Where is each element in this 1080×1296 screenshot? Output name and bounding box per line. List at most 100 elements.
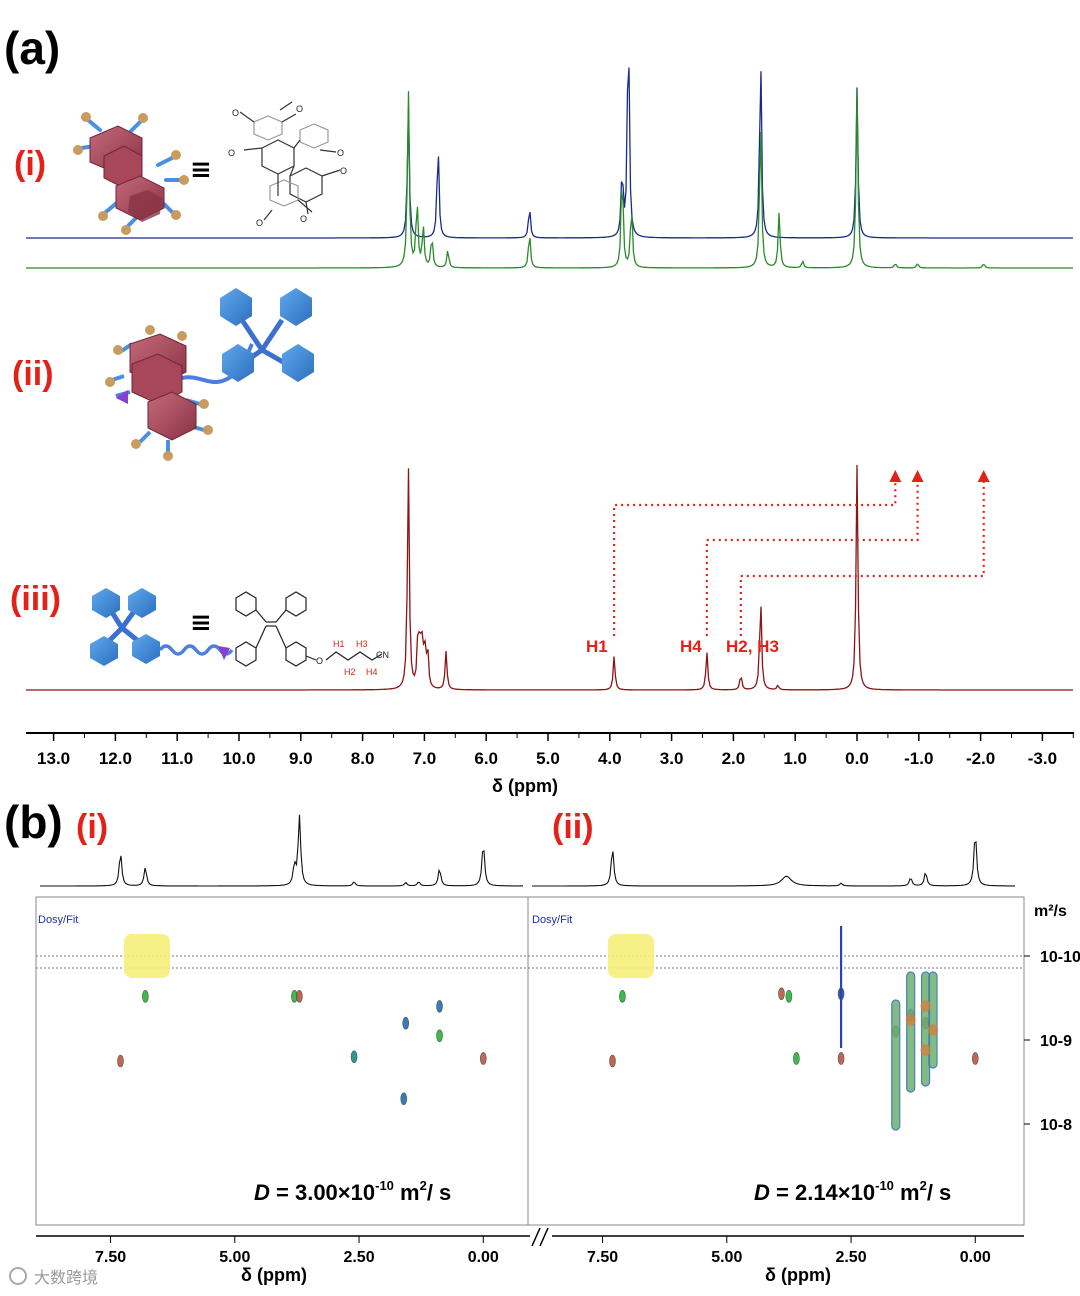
dosy-contour-core (920, 1044, 931, 1056)
dosy-contour-core (928, 1024, 939, 1036)
pillararene-structure (239, 101, 341, 221)
dosy-frame-ii (527, 896, 1025, 1226)
dosy-contour-point (837, 1052, 845, 1065)
shift-arrow-line (705, 480, 919, 636)
y-tick-1e-10: 10-10 (1040, 949, 1080, 966)
dosy-contour-core (905, 1014, 916, 1026)
proton-label-h1: H1 (586, 637, 608, 656)
spectrum-trace (26, 67, 1073, 239)
dosy-broad-contour (906, 971, 916, 1093)
trace-label-iii: (iii) (10, 580, 61, 618)
shift-arrow-head (911, 470, 924, 482)
tpe-structure (235, 591, 383, 667)
projection-trace (532, 840, 1015, 887)
shift-arrow-head (977, 470, 990, 482)
dosy-contour-point (793, 1052, 800, 1065)
dosy-label-ii: (ii) (552, 808, 594, 846)
mol-h1-label: H1 (333, 639, 345, 649)
mol-h4-label: H4 (366, 667, 378, 677)
dosy-x-tick-label: 7.50 (587, 1249, 618, 1266)
spectrum-trace (26, 464, 1073, 691)
dosy-x-tick-label: 2.50 (343, 1249, 374, 1266)
equiv-symbol-i: ≡ (190, 155, 212, 185)
shift-annotations (613, 470, 990, 636)
dosy-contour-point (436, 1029, 443, 1043)
x-tick-label: -3.0 (1028, 749, 1057, 768)
x-tick-label: 5.0 (536, 749, 560, 768)
dosy-contour-point (117, 1054, 124, 1068)
x-tick-label: 12.0 (99, 749, 132, 768)
spectrum-trace (26, 88, 1073, 269)
panel-b-label: (b) (4, 796, 63, 848)
x-tick-label: 0.0 (845, 749, 869, 768)
dosy-x-title-i: δ (ppm) (241, 1265, 307, 1285)
dosy-x-title-ii: δ (ppm) (765, 1265, 831, 1285)
x-tick-label: 11.0 (161, 749, 193, 768)
panel-a-label: (a) (4, 22, 60, 74)
highlight-box-ii (608, 934, 654, 978)
methoxy-label: O (232, 108, 239, 118)
dosy-contour-core (920, 1000, 931, 1012)
dosy-contour-point (142, 990, 149, 1003)
shift-arrow-line (613, 480, 897, 636)
methoxy-label: O (296, 104, 303, 114)
x-tick-label: 7.0 (413, 749, 437, 768)
spectrum-ii (26, 88, 1073, 269)
x-tick-label: -1.0 (904, 749, 933, 768)
methoxy-label: O (340, 166, 347, 176)
spectrum-i (26, 67, 1073, 239)
shift-arrow-line (739, 480, 985, 636)
x-tick-label: 2.0 (722, 749, 746, 768)
dosy-contour-point (479, 1052, 487, 1065)
diffusion-label-ii: D = 2.14×10-10 m2/ s (754, 1178, 951, 1205)
x-tick-label: 4.0 (598, 749, 622, 768)
host-cartoon-i (73, 112, 189, 235)
watermark-logo-icon (9, 1267, 27, 1285)
dosy-contour-point (400, 1092, 408, 1106)
dosy-contour-point (402, 1016, 410, 1030)
dosy-frame-i (35, 896, 529, 1226)
trace-label-i: (i) (14, 145, 46, 183)
projection-spectrum-ii (532, 840, 1015, 887)
dosy-title-i: Dosy/Fit (38, 914, 78, 926)
methoxy-label: O (337, 148, 344, 158)
shift-arrow-head (889, 470, 902, 482)
projection-trace (40, 814, 523, 887)
dosy-contour-point (778, 987, 785, 1001)
dosy-contour-point (296, 990, 303, 1003)
reference-lines (36, 955, 1024, 969)
dosy-contours-ii (609, 926, 979, 1131)
x-axis-title: δ (ppm) (492, 776, 558, 796)
dosy-contour-point (785, 990, 793, 1003)
x-axis-ticks: 13.0 12.0 11.0 10.0 9.0 8.0 7.0 6.0 5.0 4.0 3.0 2.0… (37, 733, 1074, 768)
dosy-x-tick-label: 7.50 (95, 1249, 126, 1266)
nitrile-label: CN (376, 650, 389, 660)
highlight-box-i (124, 934, 170, 978)
methoxy-label: O (300, 214, 307, 224)
x-tick-label: -2.0 (966, 749, 995, 768)
dosy-contours-i (117, 990, 487, 1106)
mol-h3-label: H3 (356, 639, 368, 649)
x-tick-label: 10.0 (222, 749, 255, 768)
dosy-contour-point (436, 1000, 443, 1013)
x-tick-label: 8.0 (351, 749, 375, 768)
pillararene-substituents: O O O O O O O (228, 104, 347, 228)
dosy-contour-point (619, 990, 626, 1003)
dosy-x-tick-label: 0.00 (960, 1249, 991, 1266)
x-tick-label: 3.0 (660, 749, 684, 768)
dosy-contour-point (971, 1052, 979, 1065)
diffusion-label-i: D = 3.00×10-10 m2/ s (254, 1178, 451, 1205)
dosy-broad-contour (891, 999, 901, 1131)
equiv-symbol-iii: ≡ (190, 608, 212, 638)
dosy-x-tick-label: 5.00 (711, 1249, 742, 1266)
y-tick-1e-8: 10-8 (1040, 1117, 1072, 1134)
proton-label-h2-h3: H2, H3 (726, 637, 779, 656)
dosy-broad-contour (928, 971, 938, 1069)
dosy-title-ii: Dosy/Fit (532, 914, 572, 926)
watermark: 大数跨境 (9, 1267, 98, 1287)
spectrum-iii (26, 464, 1073, 691)
x-tick-label: 6.0 (474, 749, 498, 768)
dosy-contour-point (350, 1050, 358, 1064)
axis-break (530, 1227, 552, 1247)
